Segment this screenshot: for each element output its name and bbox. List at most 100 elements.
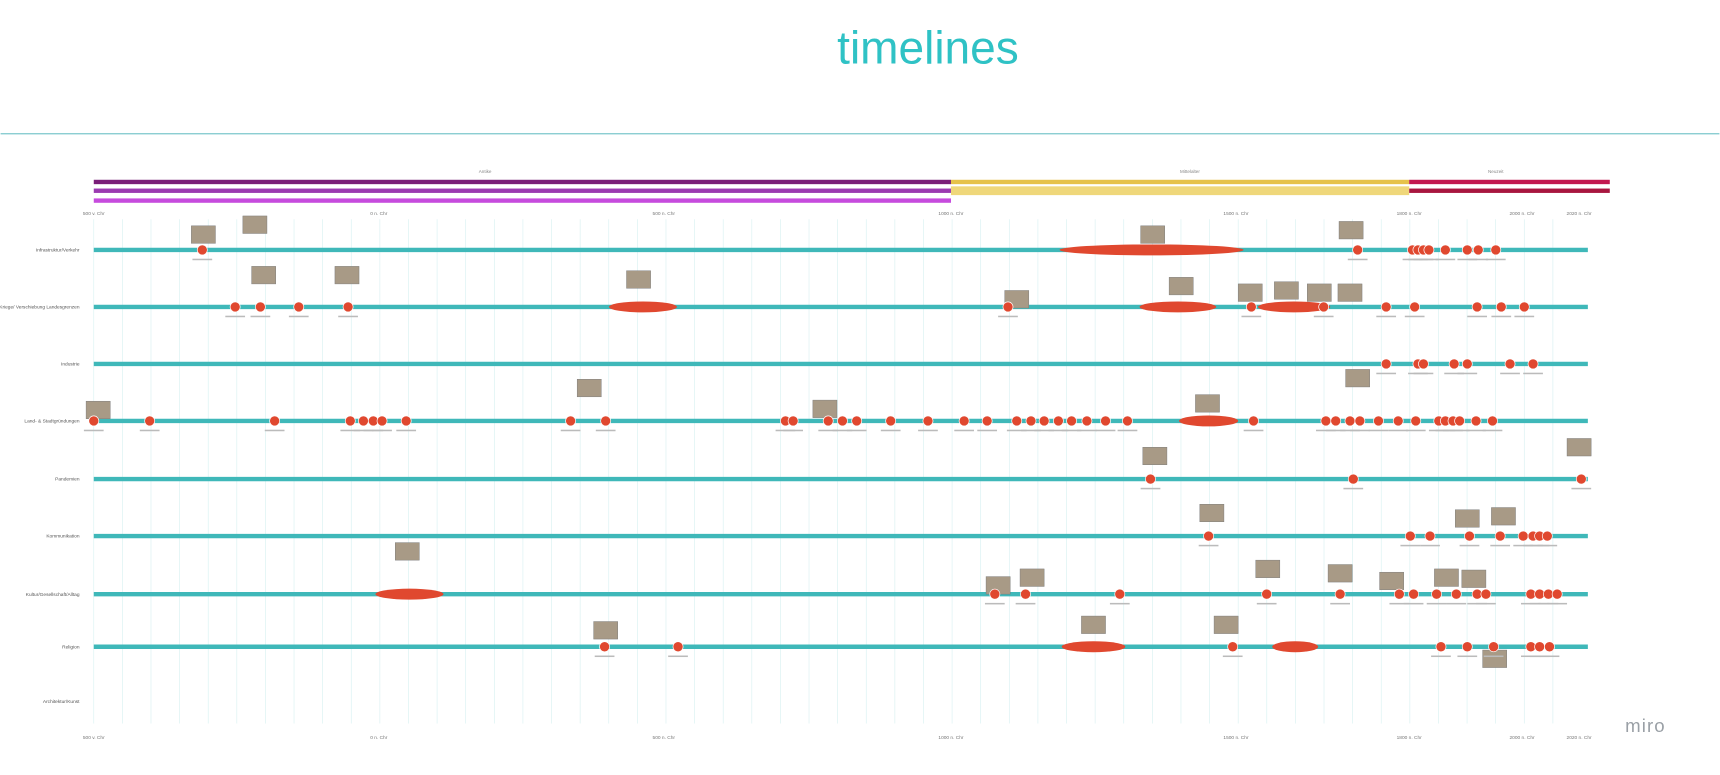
- event-dot[interactable]: [1495, 301, 1507, 313]
- event-dot[interactable]: [1344, 415, 1356, 427]
- event-image[interactable]: [394, 542, 420, 561]
- event-dot[interactable]: [344, 415, 356, 427]
- event-period[interactable]: [1257, 301, 1331, 313]
- event-image[interactable]: [85, 400, 111, 419]
- event-dot[interactable]: [989, 588, 1001, 600]
- event-dot[interactable]: [1480, 588, 1492, 600]
- event-dot[interactable]: [1025, 415, 1037, 427]
- event-dot[interactable]: [1352, 244, 1364, 256]
- event-dot[interactable]: [1404, 530, 1416, 542]
- event-dot[interactable]: [1551, 588, 1563, 600]
- event-dot[interactable]: [1245, 301, 1257, 313]
- event-dot[interactable]: [1424, 530, 1436, 542]
- event-image[interactable]: [1482, 649, 1507, 668]
- event-image[interactable]: [1338, 221, 1364, 240]
- event-dot[interactable]: [1100, 415, 1111, 427]
- event-dot[interactable]: [1488, 641, 1499, 653]
- event-dot[interactable]: [1081, 415, 1093, 427]
- event-image[interactable]: [1337, 283, 1363, 302]
- event-dot[interactable]: [1334, 588, 1346, 600]
- event-dot[interactable]: [1318, 301, 1330, 313]
- event-dot[interactable]: [672, 641, 684, 653]
- event-dot[interactable]: [1470, 415, 1482, 427]
- event-dot[interactable]: [144, 415, 156, 427]
- event-dot[interactable]: [565, 415, 576, 427]
- event-image[interactable]: [1019, 568, 1045, 587]
- event-dot[interactable]: [1471, 301, 1483, 313]
- event-dot[interactable]: [1461, 244, 1473, 256]
- event-dot[interactable]: [1472, 244, 1484, 256]
- event-dot[interactable]: [599, 641, 610, 653]
- event-image[interactable]: [1255, 559, 1281, 578]
- event-dot[interactable]: [255, 301, 266, 313]
- event-dot[interactable]: [1020, 588, 1031, 600]
- event-dot[interactable]: [1490, 244, 1502, 256]
- event-image[interactable]: [626, 270, 651, 289]
- event-dot[interactable]: [1448, 358, 1460, 370]
- event-dot[interactable]: [1454, 415, 1465, 427]
- event-dot[interactable]: [1487, 415, 1498, 427]
- event-dot[interactable]: [1461, 358, 1473, 370]
- event-dot[interactable]: [1431, 588, 1442, 600]
- event-image[interactable]: [251, 266, 276, 285]
- event-image[interactable]: [1307, 283, 1332, 302]
- event-dot[interactable]: [822, 415, 834, 427]
- event-dot[interactable]: [1380, 358, 1392, 370]
- event-dot[interactable]: [1320, 415, 1332, 427]
- event-dot[interactable]: [958, 415, 970, 427]
- event-image[interactable]: [242, 215, 268, 234]
- event-dot[interactable]: [885, 415, 897, 427]
- event-dot[interactable]: [1410, 415, 1422, 427]
- event-image[interactable]: [1168, 277, 1194, 296]
- event-dot[interactable]: [1544, 641, 1555, 653]
- event-image[interactable]: [1213, 615, 1239, 634]
- event-dot[interactable]: [1435, 641, 1447, 653]
- event-dot[interactable]: [1517, 530, 1529, 542]
- event-dot[interactable]: [1203, 530, 1214, 542]
- event-dot[interactable]: [1002, 301, 1014, 313]
- event-dot[interactable]: [787, 415, 799, 427]
- event-image[interactable]: [191, 225, 216, 244]
- event-image[interactable]: [334, 266, 360, 285]
- event-dot[interactable]: [293, 301, 305, 313]
- event-period[interactable]: [1272, 641, 1319, 653]
- event-dot[interactable]: [922, 415, 934, 427]
- event-image[interactable]: [1434, 568, 1459, 587]
- event-image[interactable]: [1327, 564, 1353, 583]
- event-dot[interactable]: [1518, 301, 1530, 313]
- event-dot[interactable]: [1418, 358, 1429, 370]
- event-dot[interactable]: [1227, 641, 1239, 653]
- event-image[interactable]: [1379, 571, 1404, 590]
- event-image[interactable]: [576, 379, 602, 398]
- event-dot[interactable]: [358, 415, 369, 427]
- event-dot[interactable]: [1392, 415, 1404, 427]
- event-dot[interactable]: [1408, 588, 1419, 600]
- event-dot[interactable]: [1393, 588, 1405, 600]
- event-dot[interactable]: [1261, 588, 1273, 600]
- event-image[interactable]: [1142, 447, 1168, 465]
- event-dot[interactable]: [1464, 530, 1475, 542]
- event-image[interactable]: [812, 399, 838, 418]
- event-image[interactable]: [1195, 394, 1220, 413]
- event-period[interactable]: [1139, 301, 1217, 313]
- event-dot[interactable]: [1347, 473, 1359, 485]
- event-period[interactable]: [375, 588, 444, 600]
- event-image[interactable]: [1237, 283, 1263, 302]
- event-dot[interactable]: [1248, 415, 1259, 427]
- event-dot[interactable]: [1439, 244, 1451, 256]
- event-dot[interactable]: [1066, 415, 1077, 427]
- event-dot[interactable]: [1575, 473, 1587, 485]
- event-dot[interactable]: [1145, 473, 1156, 485]
- event-image[interactable]: [1199, 504, 1225, 523]
- event-image[interactable]: [1566, 438, 1592, 457]
- event-dot[interactable]: [1122, 415, 1133, 427]
- event-period[interactable]: [1061, 641, 1126, 653]
- event-dot[interactable]: [1053, 415, 1064, 427]
- event-period[interactable]: [608, 301, 677, 313]
- event-dot[interactable]: [269, 415, 281, 427]
- event-dot[interactable]: [342, 301, 354, 313]
- event-dot[interactable]: [1354, 415, 1366, 427]
- event-dot[interactable]: [88, 415, 100, 427]
- event-dot[interactable]: [1541, 530, 1553, 542]
